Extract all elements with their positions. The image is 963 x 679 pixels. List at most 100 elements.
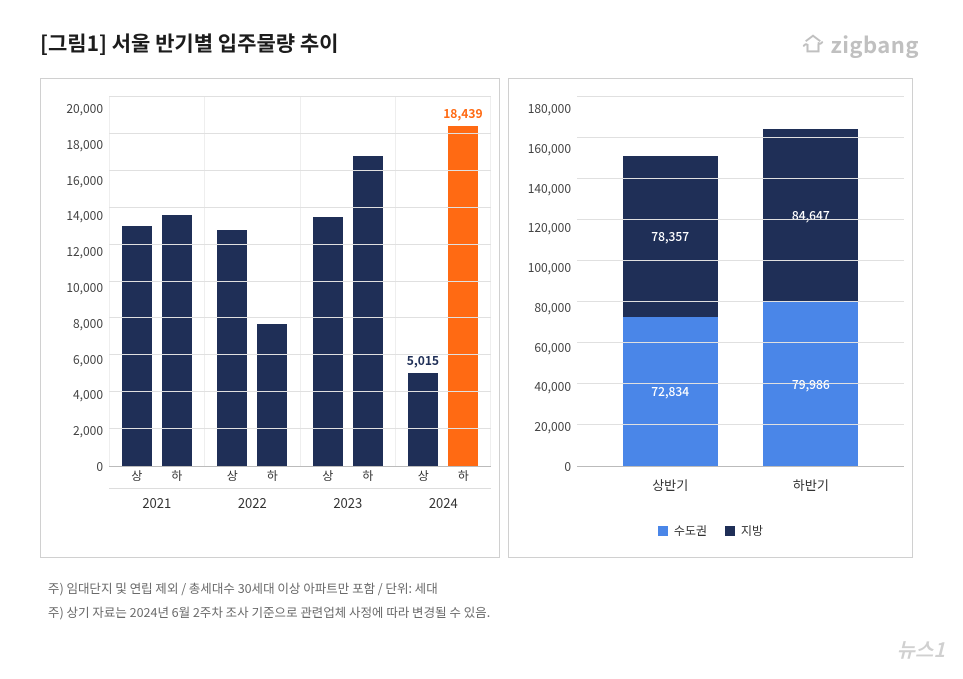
grid-line xyxy=(577,260,904,261)
x-half-label: 상 xyxy=(408,467,438,484)
grid-line xyxy=(109,317,491,318)
charts-row: 0 2,000 4,000 6,000 8,000 10,000 12,000 14,000 1… xyxy=(40,78,923,558)
y-tick: 100,000 xyxy=(528,262,571,274)
bar-segment: 84,647 xyxy=(763,129,858,303)
y-tick: 20,000 xyxy=(534,421,571,433)
x-year-label: 2023 xyxy=(300,488,396,512)
y-tick: 6,000 xyxy=(73,354,103,366)
chart-title: [그림1] 서울 반기별 입주물량 추이 xyxy=(40,28,923,58)
year-group xyxy=(109,97,204,466)
bar-segment: 78,357 xyxy=(623,156,718,317)
right-y-axis: 020,00040,00060,00080,000100,000120,0001… xyxy=(517,97,577,467)
brand-text: zigbang xyxy=(830,28,919,60)
legend-label: 수도권 xyxy=(674,522,707,539)
y-tick: 160,000 xyxy=(528,143,571,155)
y-tick: 16,000 xyxy=(66,175,103,187)
grid-line xyxy=(577,137,904,138)
grid-line xyxy=(577,178,904,179)
legend-swatch xyxy=(658,526,668,536)
footnote-2: 주) 상기 자료는 2024년 6월 2주차 조사 기준으로 관련업체 사정에 … xyxy=(48,600,923,624)
x-half-group: 상하 xyxy=(300,467,396,484)
y-tick: 14,000 xyxy=(66,210,103,222)
y-tick: 80,000 xyxy=(534,302,571,314)
bar: 18,439 xyxy=(448,126,478,466)
bar-segment: 72,834 xyxy=(623,317,718,466)
right-plot-area: 72,83478,357 79,98684,647 xyxy=(577,97,904,467)
grid-line xyxy=(109,133,491,134)
y-tick: 0 xyxy=(564,461,571,473)
y-tick: 120,000 xyxy=(528,222,571,234)
y-tick: 2,000 xyxy=(73,425,103,437)
right-bars: 72,83478,357 79,98684,647 xyxy=(577,97,904,466)
x-half-group: 상하 xyxy=(205,467,301,484)
footnotes: 주) 임대단지 및 연립 제외 / 총세대수 30세대 이상 아파트만 포함 /… xyxy=(40,576,923,624)
x-half-label: 하 xyxy=(448,467,478,484)
legend-swatch xyxy=(725,526,735,536)
grid-line xyxy=(109,96,491,97)
year-group: 5,015 18,439 xyxy=(395,97,491,466)
grid-line xyxy=(577,219,904,220)
grid-line xyxy=(109,207,491,208)
grid-line xyxy=(577,342,904,343)
x-half-group: 상하 xyxy=(109,467,205,484)
stacked-bar: 72,83478,357 xyxy=(623,156,718,466)
right-x-axis: 상반기 하반기 xyxy=(517,475,904,494)
x-category-label: 하반기 xyxy=(763,475,858,494)
grid-line xyxy=(577,383,904,384)
bar-value-label: 18,439 xyxy=(443,105,482,122)
legend-item: 수도권 xyxy=(658,522,707,539)
grid-line xyxy=(577,424,904,425)
x-half-label: 상 xyxy=(313,467,343,484)
bar: 5,015 xyxy=(408,373,438,466)
right-legend: 수도권 지방 xyxy=(517,522,904,539)
legend-label: 지방 xyxy=(741,522,763,539)
grid-line xyxy=(109,391,491,392)
y-tick: 4,000 xyxy=(73,389,103,401)
grid-line xyxy=(577,301,904,302)
brand-logo: zigbang xyxy=(802,28,919,60)
x-category-label: 상반기 xyxy=(623,475,718,494)
x-year-label: 2021 xyxy=(109,488,205,512)
grid-line xyxy=(109,170,491,171)
bar xyxy=(122,226,152,466)
y-tick: 10,000 xyxy=(66,282,103,294)
watermark: 뉴스1 xyxy=(897,634,945,663)
y-tick: 40,000 xyxy=(534,381,571,393)
x-half-label: 하 xyxy=(162,467,192,484)
y-tick: 18,000 xyxy=(66,139,103,151)
left-chart-panel: 0 2,000 4,000 6,000 8,000 10,000 12,000 14,000 1… xyxy=(40,78,500,558)
x-half-label: 하 xyxy=(257,467,287,484)
grid-line xyxy=(577,96,904,97)
bar xyxy=(257,324,287,466)
x-half-label: 상 xyxy=(122,467,152,484)
stacked-bar: 79,98684,647 xyxy=(763,129,858,466)
x-half-label: 하 xyxy=(353,467,383,484)
x-year-label: 2022 xyxy=(205,488,301,512)
left-y-axis: 02,0004,0006,0008,00010,00012,00014,0001… xyxy=(49,97,109,467)
x-half-group: 상하 xyxy=(396,467,492,484)
bar xyxy=(353,156,383,466)
legend-item: 지방 xyxy=(725,522,763,539)
bar-segment: 79,986 xyxy=(763,302,858,466)
y-tick: 8,000 xyxy=(73,318,103,330)
zigbang-icon xyxy=(802,33,824,55)
x-half-label: 상 xyxy=(217,467,247,484)
grid-line xyxy=(109,428,491,429)
year-group xyxy=(204,97,299,466)
left-x-axis-half: 상하상하상하상하 xyxy=(49,467,491,484)
grid-line xyxy=(109,281,491,282)
x-year-label: 2024 xyxy=(396,488,492,512)
y-tick: 140,000 xyxy=(528,183,571,195)
year-group xyxy=(300,97,395,466)
y-tick: 0 xyxy=(96,461,103,473)
y-tick: 12,000 xyxy=(66,246,103,258)
right-chart-panel: 020,00040,00060,00080,000100,000120,0001… xyxy=(508,78,913,558)
left-x-axis-year: 2021202220232024 xyxy=(49,488,491,512)
y-tick: 180,000 xyxy=(528,103,571,115)
grid-line xyxy=(109,354,491,355)
left-bars: 5,015 18,439 xyxy=(109,97,491,466)
y-tick: 20,000 xyxy=(66,103,103,115)
bar xyxy=(217,230,247,466)
left-plot-area: 5,015 18,439 xyxy=(109,97,491,467)
footnote-1: 주) 임대단지 및 연립 제외 / 총세대수 30세대 이상 아파트만 포함 /… xyxy=(48,576,923,600)
